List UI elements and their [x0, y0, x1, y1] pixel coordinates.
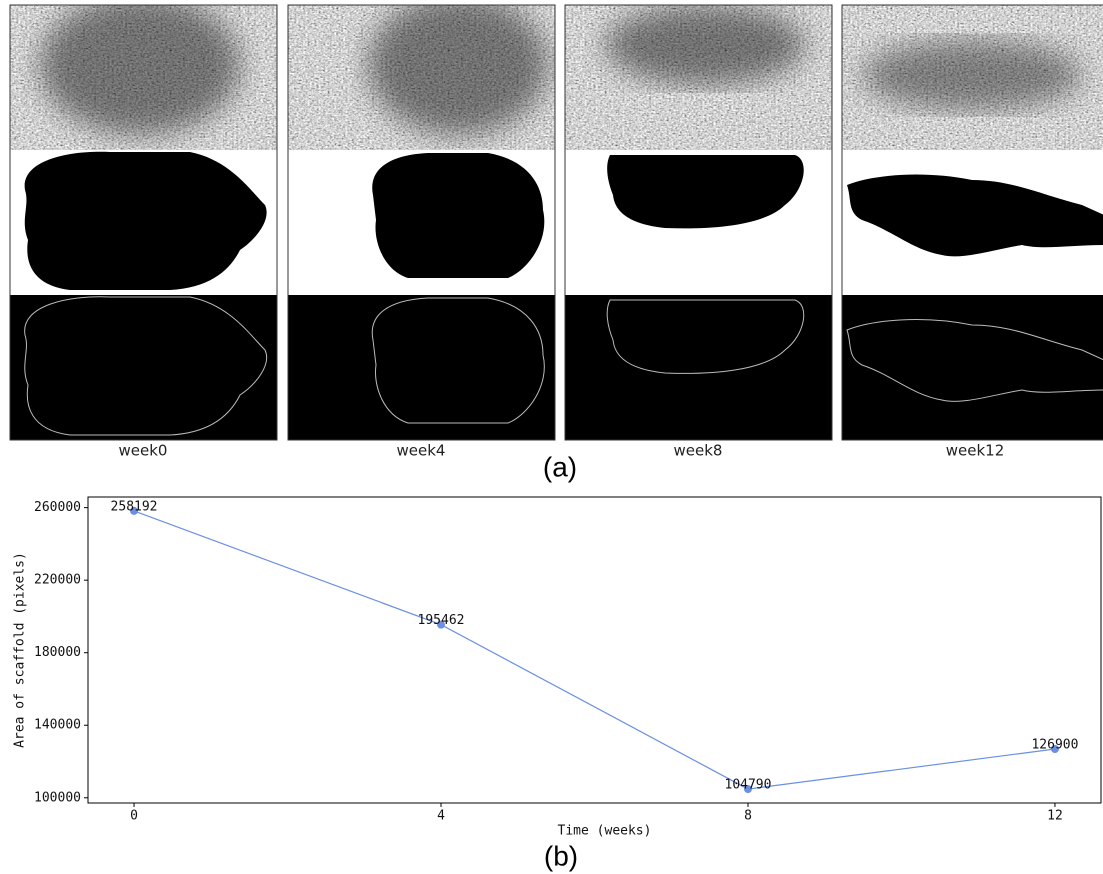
panel-week12 — [841, 4, 1103, 441]
y-tick-label: 180000 — [34, 645, 81, 660]
y-tick-label: 220000 — [34, 573, 81, 588]
mask-image — [288, 150, 555, 295]
ultrasound-image — [565, 5, 832, 150]
caption: (a) — [543, 451, 577, 482]
ultrasound-image — [842, 5, 1103, 150]
panel-label: week12 — [946, 442, 1005, 460]
y-tick-label: 100000 — [34, 790, 81, 805]
mask-image — [842, 150, 1103, 295]
x-tick-label: 4 — [437, 809, 445, 824]
data-point — [130, 506, 139, 515]
panel-week0 — [9, 4, 278, 441]
ultrasound-image — [10, 5, 277, 150]
panel-label: week0 — [119, 442, 168, 460]
contour-image — [10, 295, 277, 440]
line-chart: 100000 140000 180000 220000 260000 0 4 8 12 Time … — [13, 496, 1102, 839]
y-axis-label: Area of scaffold (pixels) — [13, 552, 28, 748]
y-tick-label: 140000 — [34, 718, 81, 733]
x-axis-label: Time (weeks) — [558, 824, 652, 839]
contour-image — [842, 295, 1103, 440]
contour-image — [288, 295, 555, 440]
image-panels — [9, 4, 1103, 441]
data-point — [743, 785, 752, 794]
data-label: 195462 — [418, 613, 465, 628]
plot-frame — [87, 496, 1102, 804]
panel-label: week8 — [674, 442, 723, 460]
series-line — [133, 510, 1056, 790]
panel-label: week4 — [397, 442, 446, 460]
x-tick-label: 12 — [1047, 809, 1063, 824]
ultrasound-image — [288, 5, 555, 150]
data-label: 126900 — [1031, 737, 1078, 752]
mask-image — [10, 150, 277, 295]
contour-image — [565, 295, 832, 440]
x-tick-label: 8 — [744, 809, 752, 824]
panel-week8 — [564, 4, 833, 441]
data-label: 258192 — [111, 499, 158, 514]
data-point — [437, 620, 446, 629]
caption: (b) — [544, 840, 578, 871]
panel-week4 — [287, 4, 556, 441]
data-point — [1050, 744, 1059, 753]
x-tick-label: 0 — [130, 809, 138, 824]
y-tick-label: 260000 — [34, 500, 81, 515]
mask-image — [565, 150, 832, 295]
data-label: 104790 — [725, 778, 772, 793]
